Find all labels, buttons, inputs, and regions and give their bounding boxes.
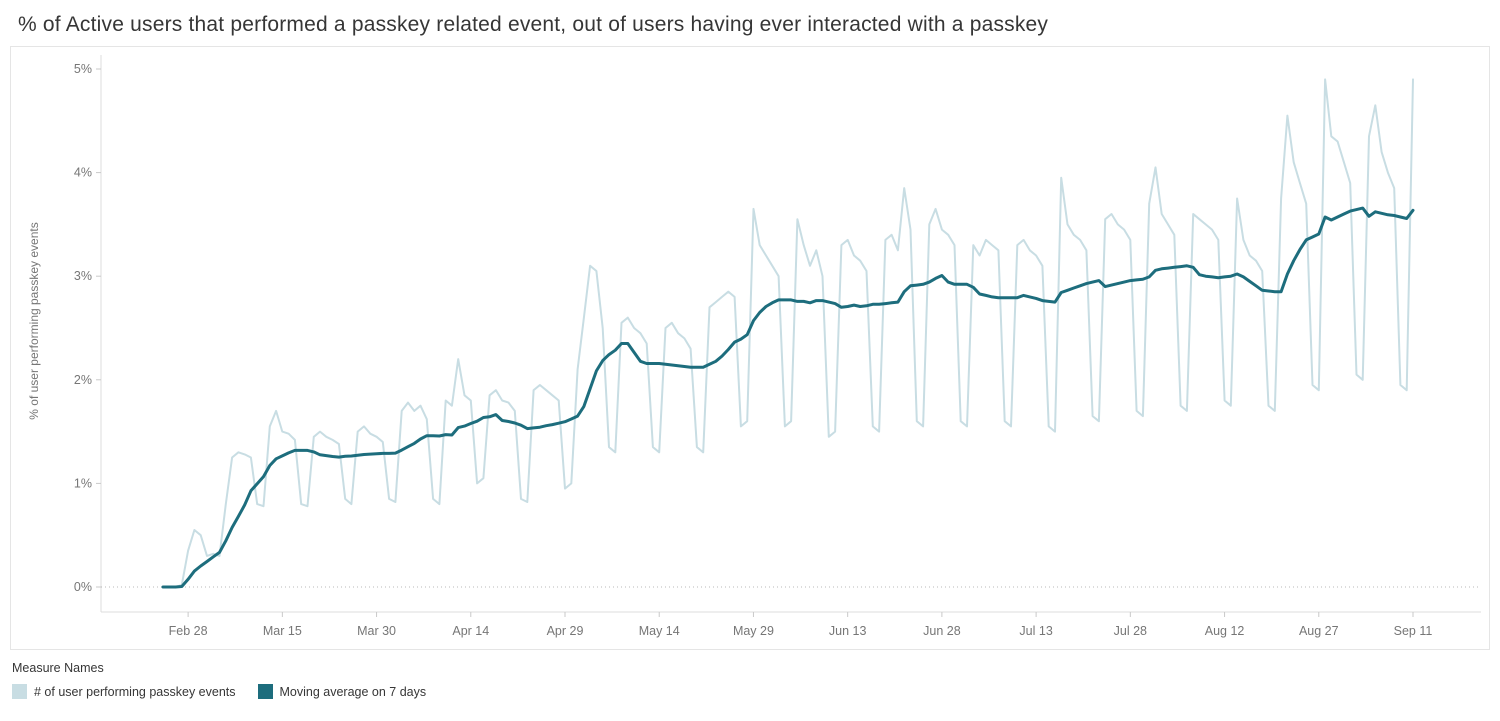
legend-title: Measure Names <box>12 661 104 675</box>
y-tick-label: 2% <box>74 373 92 387</box>
daily-series-line[interactable] <box>162 78 1414 588</box>
chart-canvas: 0% 1% 2% 3% 4% 5% Feb 28 Mar 15 Mar 30 Apr 14 Apr … <box>27 55 1481 638</box>
x-tick-label: Jul 28 <box>1114 624 1147 638</box>
y-axis-title: % of user performing passkey events <box>27 222 41 419</box>
x-tick-label: Jun 28 <box>923 624 961 638</box>
x-tick-label: Jun 13 <box>829 624 867 638</box>
x-tick-label: Apr 29 <box>547 624 584 638</box>
legend-item-moving-average[interactable]: Moving average on 7 days <box>257 684 427 699</box>
x-tick-label: Feb 28 <box>169 624 208 638</box>
y-tick-label: 0% <box>74 580 92 594</box>
moving-average-line[interactable] <box>161 206 1415 589</box>
daily-series-swatch-icon[interactable] <box>12 684 27 699</box>
legend-item-label: Moving average on 7 days <box>279 684 427 699</box>
y-tick-label: 5% <box>74 62 92 76</box>
x-tick-label: May 14 <box>639 624 680 638</box>
chart-pane: 0% 1% 2% 3% 4% 5% Feb 28 Mar 15 Mar 30 Apr 14 Apr … <box>10 46 1490 650</box>
x-tick-label: Mar 15 <box>263 624 302 638</box>
x-tick-label: Aug 27 <box>1299 624 1339 638</box>
x-tick-label: Jul 13 <box>1019 624 1052 638</box>
legend-items: # of user performing passkey events Movi… <box>12 684 1500 699</box>
chart-title: % of Active users that performed a passk… <box>18 13 1049 36</box>
x-tick-label: May 29 <box>733 624 774 638</box>
x-tick-label: Mar 30 <box>357 624 396 638</box>
legend-item-label: # of user performing passkey events <box>34 684 236 699</box>
legend-item-daily-series[interactable]: # of user performing passkey events <box>12 684 236 699</box>
x-tick-label: Aug 12 <box>1205 624 1245 638</box>
moving-average-swatch-icon[interactable] <box>257 684 273 699</box>
x-tick-label: Sep 11 <box>1394 624 1433 638</box>
y-tick-label: 4% <box>74 166 92 180</box>
y-tick-label: 3% <box>74 269 92 283</box>
x-tick-label: Apr 14 <box>452 624 489 638</box>
y-tick-label: 1% <box>74 476 92 490</box>
legend: Measure Names # of user performing passk… <box>0 650 1500 699</box>
